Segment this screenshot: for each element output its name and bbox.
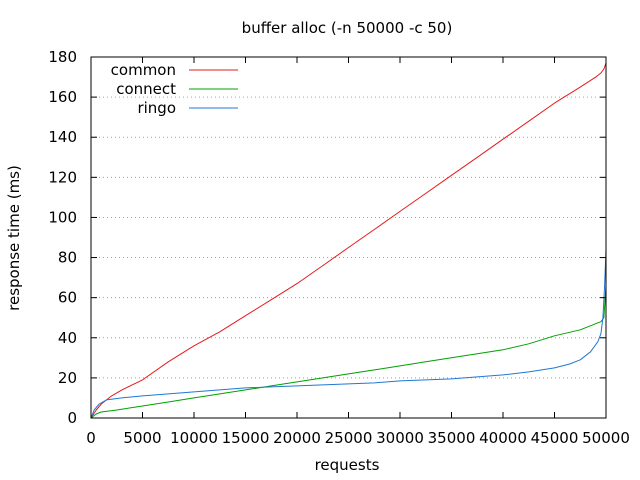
y-tick-label: 40 bbox=[58, 329, 77, 347]
x-tick-label: 40000 bbox=[479, 429, 527, 447]
x-axis-title: requests bbox=[315, 456, 380, 474]
x-tick-label: 20000 bbox=[273, 429, 321, 447]
x-tick-label: 50000 bbox=[582, 429, 630, 447]
series-line-ringo bbox=[90, 249, 607, 419]
chart-title: buffer alloc (-n 50000 -c 50) bbox=[242, 19, 453, 37]
x-tick-label: 30000 bbox=[376, 429, 424, 447]
x-tick-label: 25000 bbox=[325, 429, 373, 447]
y-tick-label: 180 bbox=[48, 48, 77, 66]
legend-label-ringo: ringo bbox=[137, 99, 176, 117]
x-tick-label: 35000 bbox=[428, 429, 476, 447]
y-tick-label: 80 bbox=[58, 249, 77, 267]
y-tick-label: 120 bbox=[48, 168, 77, 186]
y-tick-label: 160 bbox=[48, 88, 77, 106]
y-tick-label: 20 bbox=[58, 369, 77, 387]
legend-label-common: common bbox=[111, 61, 176, 79]
x-tick-label: 10000 bbox=[170, 429, 218, 447]
grid-lines bbox=[91, 96, 606, 379]
y-tick-label: 0 bbox=[67, 409, 77, 427]
series-line-connect bbox=[90, 285, 607, 419]
legend-label-connect: connect bbox=[116, 80, 176, 98]
x-tick-label: 0 bbox=[86, 429, 96, 447]
x-tick-label: 5000 bbox=[123, 429, 161, 447]
x-tick-label: 15000 bbox=[222, 429, 270, 447]
y-tick-label: 60 bbox=[58, 289, 77, 307]
y-axis-title: response time (ms) bbox=[5, 165, 23, 311]
y-tick-label: 140 bbox=[48, 128, 77, 146]
series-line-common bbox=[90, 62, 607, 419]
plot-series bbox=[90, 62, 607, 419]
x-tick-label: 45000 bbox=[531, 429, 579, 447]
y-tick-label: 100 bbox=[48, 208, 77, 226]
